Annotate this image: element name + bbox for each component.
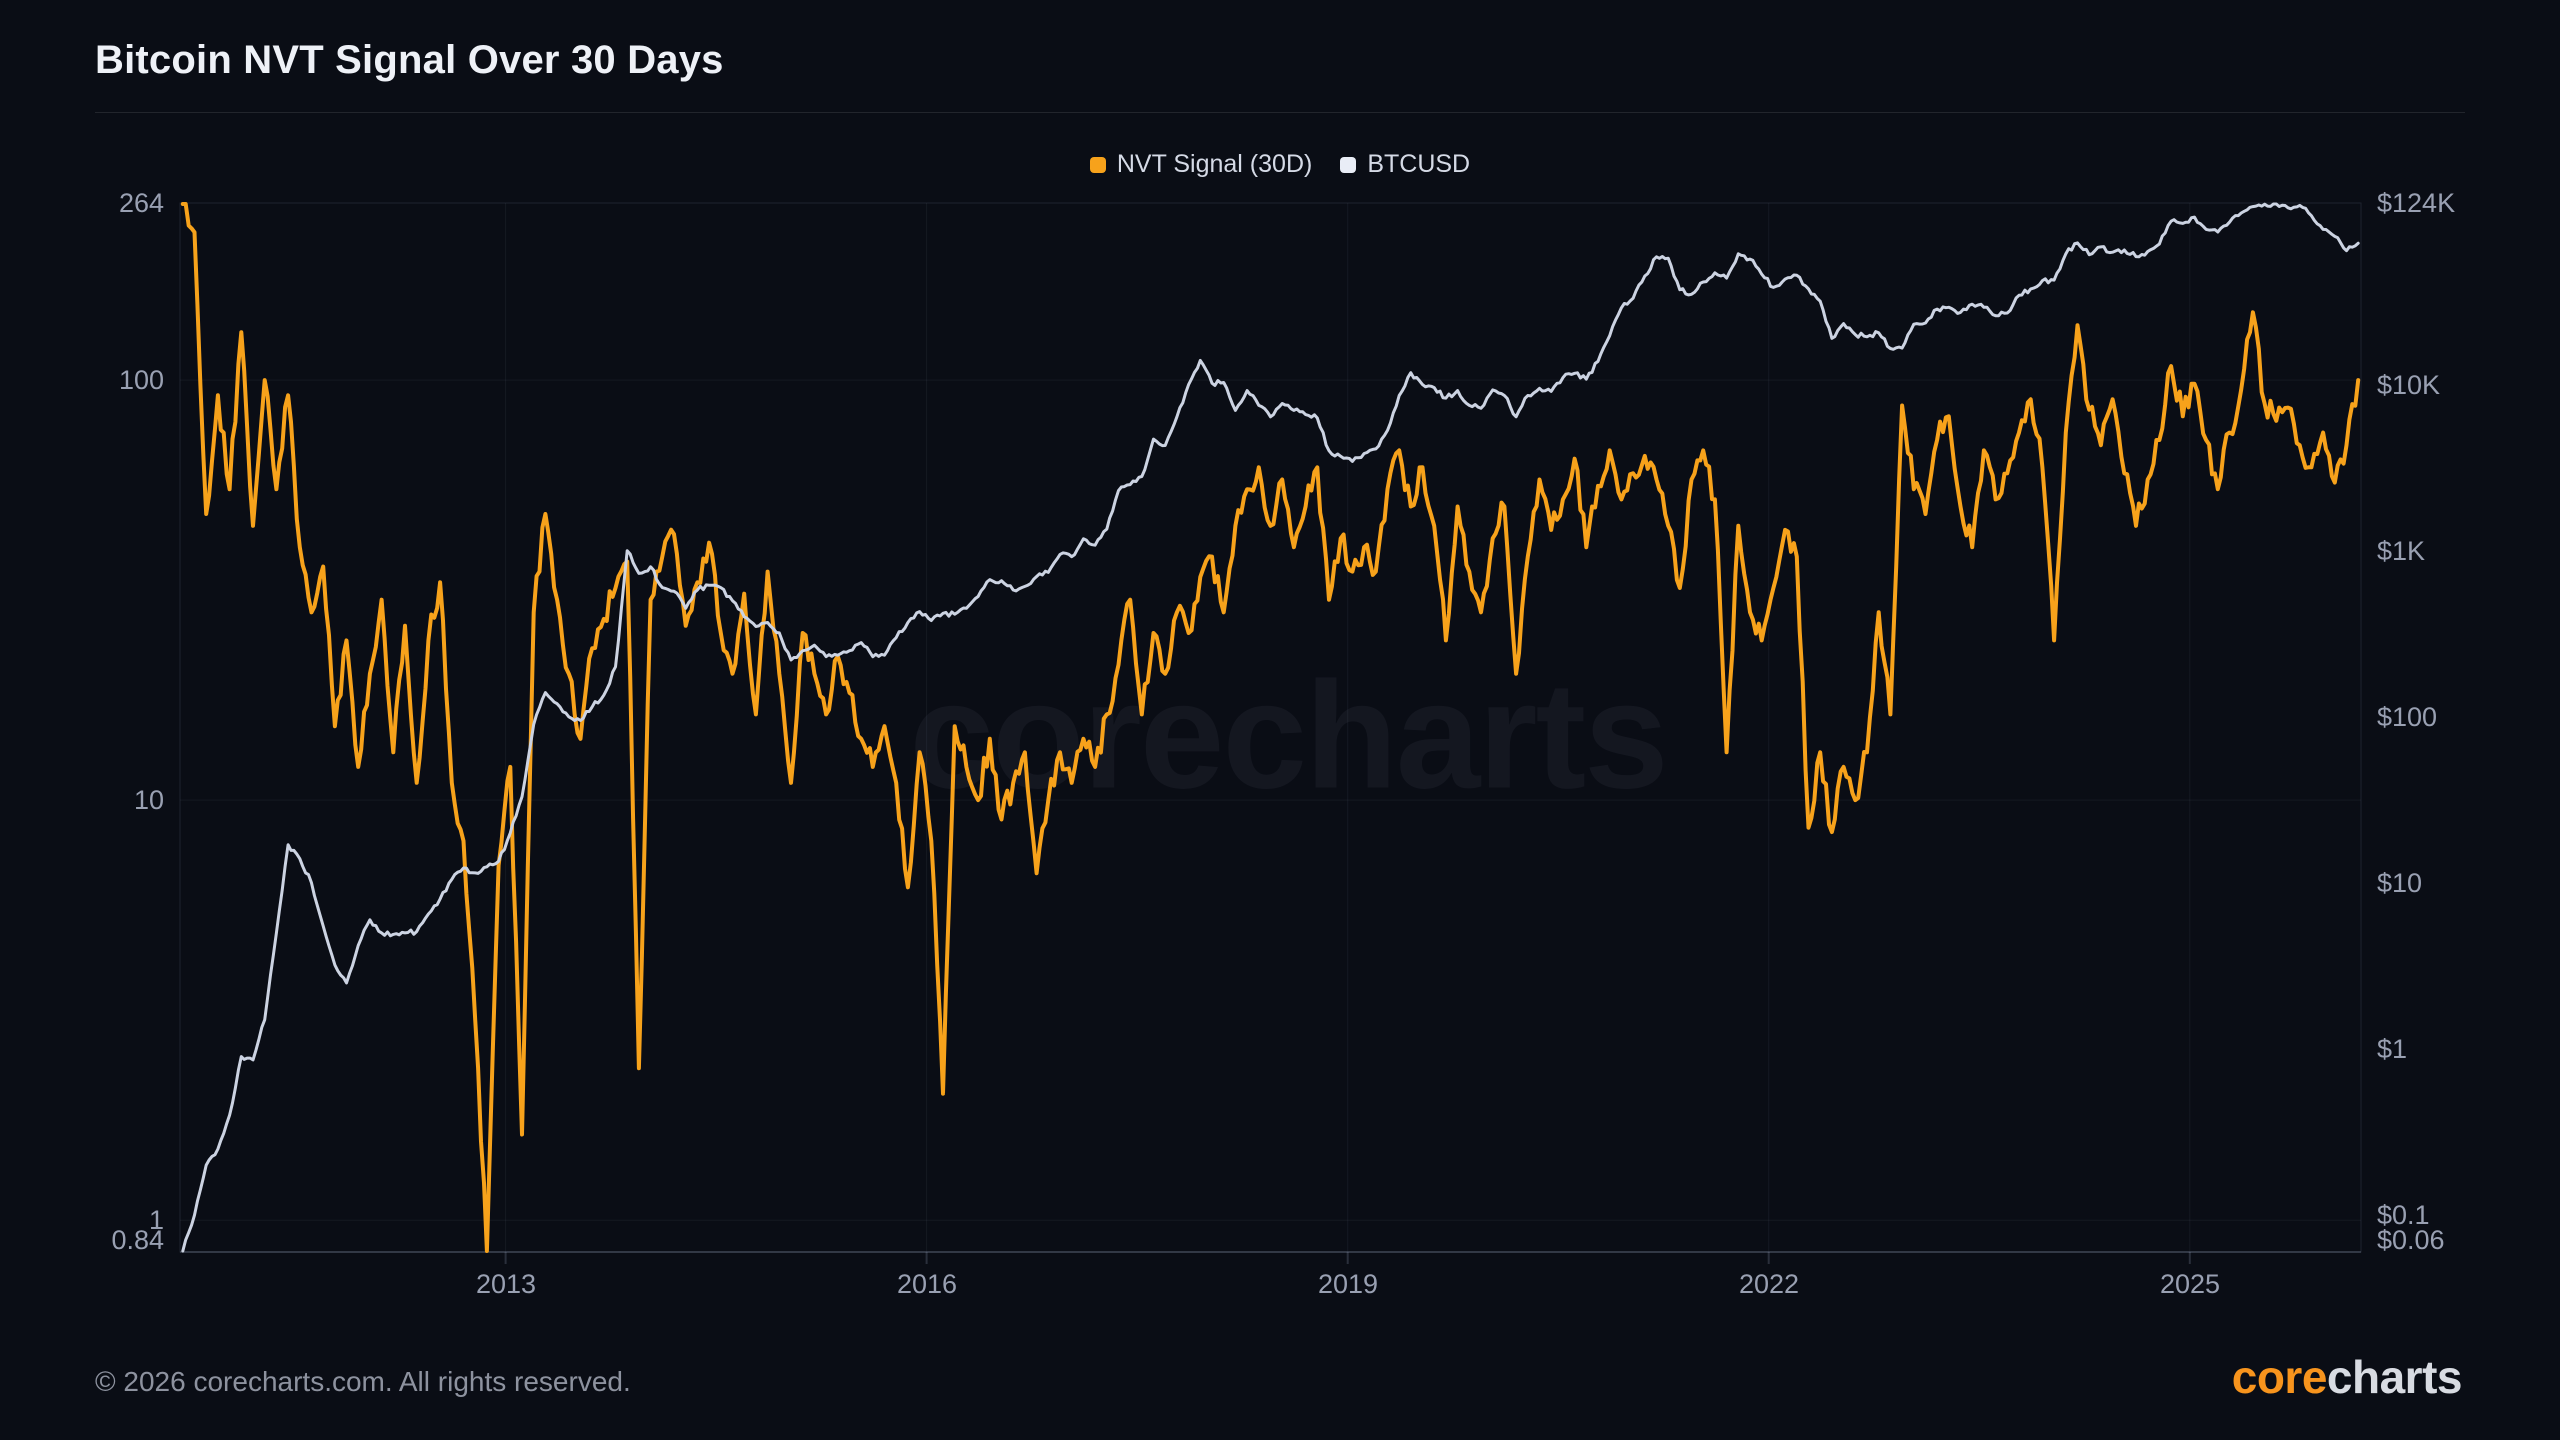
legend-item-nvt[interactable]: NVT Signal (30D): [1089, 150, 1313, 179]
x-axis-tick-label: 2013: [475, 1269, 537, 1299]
y-axis-right-tick-label: $0.06: [2377, 1225, 2445, 1255]
footer-copyright: © 2026 corecharts.com. All rights reserv…: [95, 1366, 631, 1397]
x-axis-tick-label: 2019: [1317, 1269, 1379, 1299]
y-axis-left-tick-label: 1: [148, 1205, 164, 1235]
brand-logo-core: core: [2231, 1351, 2328, 1403]
y-axis-right-tick-label: $10: [2377, 868, 2423, 898]
btcusd-line: [181, 202, 2360, 1253]
y-axis-right-tick-label: $1K: [2377, 536, 2426, 566]
brand-logo[interactable]: corecharts: [2231, 1350, 2463, 1404]
y-axis-right-tick-label: $124K: [2377, 188, 2456, 218]
y-axis-left-tick-label: 264: [118, 188, 164, 218]
watermark: corecharts: [909, 650, 1668, 821]
y-axis-left-tick-label: 100: [118, 365, 164, 395]
btcusd-legend-swatch-icon: [1340, 156, 1357, 173]
chart-legend: NVT Signal (30D) BTCUSD: [0, 150, 2560, 179]
x-axis-tick-label: 2022: [1738, 1269, 1800, 1299]
page-title: Bitcoin NVT Signal Over 30 Days: [95, 38, 724, 82]
plot-border: [179, 202, 2362, 1253]
y-axis-right-tick-label: $10K: [2377, 370, 2441, 400]
x-axis-tick-label: 2016: [896, 1269, 958, 1299]
y-axis-left-tick-label: 10: [133, 785, 164, 815]
legend-label-nvt: NVT Signal (30D): [1116, 150, 1313, 178]
title-divider: [95, 112, 2465, 113]
brand-logo-charts: charts: [2326, 1351, 2463, 1403]
y-axis-right-tick-label: $0.1: [2377, 1200, 2430, 1230]
legend-item-btcusd[interactable]: BTCUSD: [1340, 150, 1470, 179]
nvt-legend-swatch-icon: [1089, 156, 1106, 173]
nvt-signal-line: [180, 202, 2361, 1253]
y-axis-left-tick-label: 0.84: [111, 1225, 164, 1255]
x-axis-tick-label: 2025: [2159, 1269, 2221, 1299]
y-axis-right-tick-label: $1: [2377, 1034, 2408, 1064]
y-axis-right-tick-label: $100: [2377, 702, 2438, 732]
legend-label-btcusd: BTCUSD: [1367, 150, 1471, 178]
